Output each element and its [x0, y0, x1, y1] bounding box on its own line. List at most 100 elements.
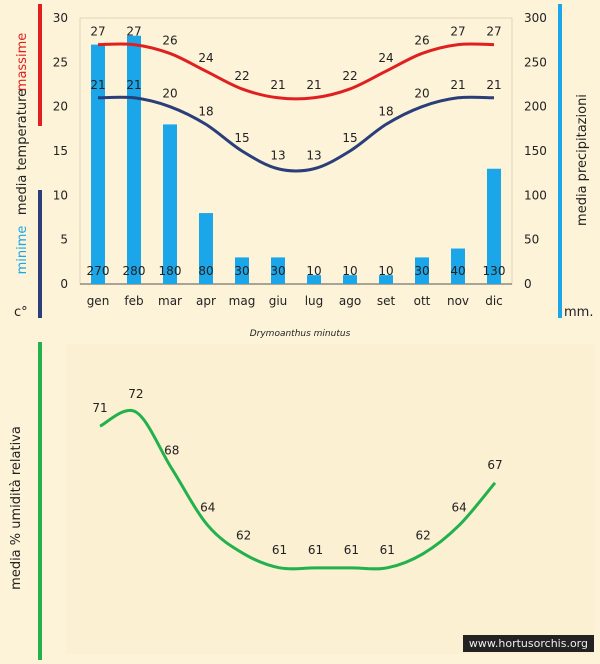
species-label: Drymoanthus minutus: [250, 329, 351, 339]
max-temp-data-label: 21: [306, 78, 321, 92]
left-tick-label: 25: [53, 55, 68, 69]
x-tick-label: giu: [269, 294, 288, 308]
min-temp-data-label: 13: [270, 149, 285, 163]
precip-data-label: 30: [234, 264, 249, 278]
left-tick-label: 15: [53, 144, 68, 158]
min-temp-data-label: 21: [126, 78, 141, 92]
right-tick-label: 200: [524, 100, 547, 114]
humidity-data-label: 62: [416, 529, 431, 543]
watermark: www.hortusorchis.org: [462, 635, 594, 652]
min-temp-data-label: 20: [162, 87, 177, 101]
max-temp-data-label: 21: [270, 78, 285, 92]
precip-data-label: 80: [198, 264, 213, 278]
max-temp-data-label: 27: [90, 25, 105, 39]
left-tick-label: 20: [53, 100, 68, 114]
right-tick-label: 250: [524, 55, 547, 69]
precip-bar: [127, 35, 141, 284]
min-temp-line: [97, 95, 495, 173]
right-tick-label: 0: [524, 277, 532, 291]
precip-bar: [163, 124, 177, 285]
precip-data-label: 270: [87, 264, 110, 278]
right-tick-label: 150: [524, 144, 547, 158]
humidity-line: [99, 408, 497, 571]
min-temp-data-label: 20: [414, 87, 429, 101]
humidity-data-label: 71: [92, 401, 107, 415]
left-tick-label: 10: [53, 188, 68, 202]
precip-bar: [451, 248, 465, 284]
min-temp-data-label: 21: [486, 78, 501, 92]
plot-area-top: [79, 17, 513, 285]
precip-data-label: 180: [159, 264, 182, 278]
humidity-data-label: 68: [164, 444, 179, 458]
precip-data-label: 280: [123, 264, 146, 278]
humidity-data-label: 61: [308, 543, 323, 557]
minime-label: minime: [15, 226, 30, 275]
max-temp-line: [97, 42, 495, 101]
max-temp-data-label: 24: [378, 51, 393, 65]
x-tick-label: set: [377, 294, 396, 308]
plot-area-bottom: [66, 344, 594, 654]
precip-bar: [307, 275, 321, 284]
max-temp-data-label: 27: [126, 25, 141, 39]
precip-bar: [199, 213, 213, 284]
left-tick-label: 0: [60, 277, 68, 291]
mm-label: mm.: [564, 305, 593, 320]
x-tick-label: mag: [229, 294, 256, 308]
right-tick-label: 50: [524, 233, 539, 247]
min-temp-data-label: 21: [90, 78, 105, 92]
precip-data-label: 30: [270, 264, 285, 278]
right-tick-label: 300: [524, 11, 547, 25]
precip-data-label: 10: [378, 264, 393, 278]
precip-bar: [487, 168, 501, 284]
precip-data-label: 40: [450, 264, 465, 278]
min-temp-data-label: 18: [378, 104, 393, 118]
right-tick-label: 100: [524, 188, 547, 202]
max-temp-data-label: 24: [198, 51, 213, 65]
x-tick-label: feb: [124, 294, 143, 308]
humidity-data-label: 72: [128, 387, 143, 401]
celsius-label: c°: [14, 305, 28, 320]
media-precipitazioni-label: media precipitazioni: [575, 94, 590, 226]
media-temperature-label: media temperature: [15, 89, 30, 215]
max-temp-data-label: 22: [342, 69, 357, 83]
min-temp-data-label: 15: [342, 131, 357, 145]
left-tick-label: 30: [53, 11, 68, 25]
precip-bar: [91, 44, 105, 284]
humidity-data-label: 61: [344, 543, 359, 557]
humidity-data-label: 61: [380, 543, 395, 557]
humidity-axis-label: media % umidità relativa: [9, 426, 24, 590]
x-tick-label: apr: [196, 294, 216, 308]
humidity-data-label: 67: [487, 458, 502, 472]
humidity-data-label: 61: [272, 543, 287, 557]
max-temp-data-label: 26: [162, 33, 177, 47]
precip-data-label: 10: [342, 264, 357, 278]
x-tick-label: nov: [447, 294, 469, 308]
precip-data-label: 30: [414, 264, 429, 278]
x-tick-label: lug: [305, 294, 324, 308]
min-temp-data-label: 18: [198, 104, 213, 118]
precip-bar: [379, 275, 393, 284]
max-temp-data-label: 22: [234, 69, 249, 83]
humidity-data-label: 64: [200, 500, 215, 514]
x-tick-label: dic: [485, 294, 503, 308]
precip-data-label: 130: [483, 264, 506, 278]
left-tick-label: 5: [60, 233, 68, 247]
precip-data-label: 10: [306, 264, 321, 278]
humidity-data-label: 64: [451, 500, 466, 514]
precip-bar: [235, 257, 249, 284]
max-temp-data-label: 27: [450, 25, 465, 39]
min-temp-data-label: 21: [450, 78, 465, 92]
x-tick-label: ott: [414, 294, 431, 308]
massime-label: massime: [15, 33, 30, 91]
humidity-data-label: 62: [236, 529, 251, 543]
precip-bar: [415, 257, 429, 284]
max-temp-data-label: 27: [486, 25, 501, 39]
precip-bar: [271, 257, 285, 284]
x-tick-label: gen: [87, 294, 110, 308]
x-tick-label: mar: [158, 294, 182, 308]
min-temp-data-label: 15: [234, 131, 249, 145]
min-temp-data-label: 13: [306, 149, 321, 163]
precip-bar: [343, 275, 357, 284]
